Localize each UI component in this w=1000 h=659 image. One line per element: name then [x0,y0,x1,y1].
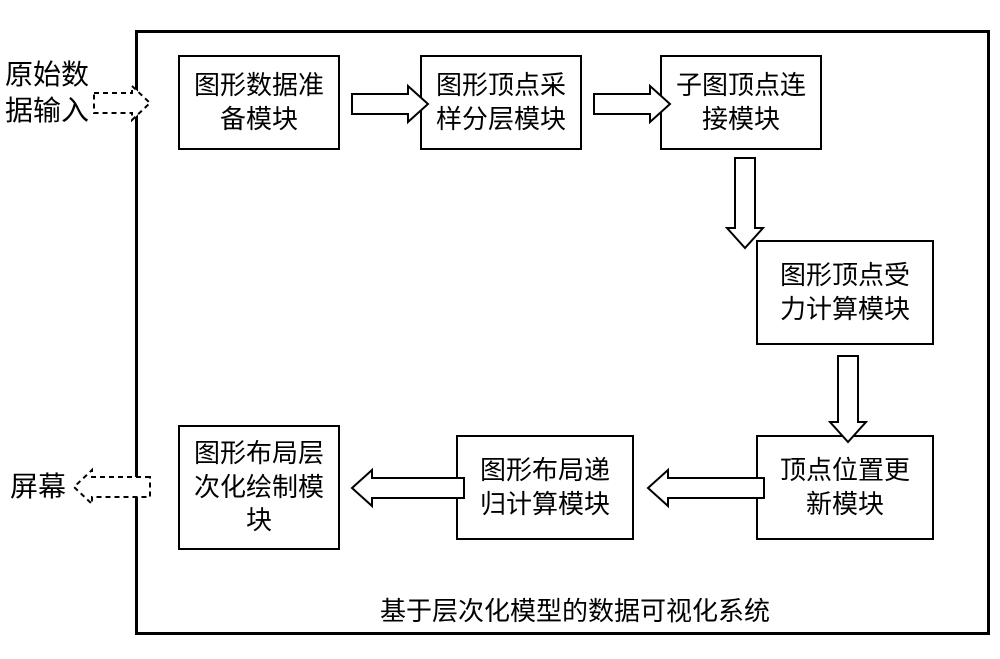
arrow-solid-3 [830,356,866,442]
arrow-solid-5 [352,470,464,506]
arrows-layer [0,0,1000,659]
arrow-solid-2 [727,158,763,248]
input-arrow [94,86,150,120]
arrow-solid-4 [648,470,764,506]
arrow-solid-0 [352,86,428,122]
output-arrow [74,470,150,504]
arrow-solid-1 [594,86,670,122]
